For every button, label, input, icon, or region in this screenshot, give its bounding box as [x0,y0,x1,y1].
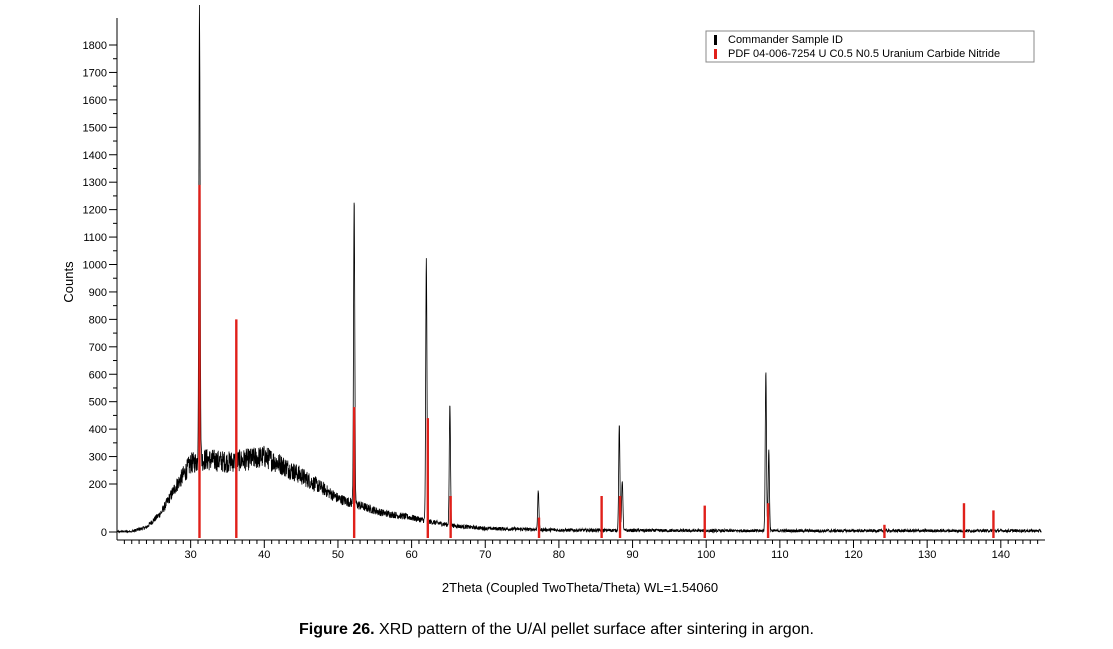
x-axis-ticks: 30 40 50 60 70 80 90 100 110 120 130 140 [123,540,1039,561]
y-tick-label: 800 [89,314,107,326]
x-tick-label: 130 [918,549,936,561]
y-tick-label: 200 [89,479,107,491]
y-tick-label: 1100 [83,232,107,244]
y-axis-ticks: 0 200 300 400 500 600 700 800 900 1000 1100 1200 130… [83,40,117,539]
legend-label-reference: PDF 04-006-7254 U C0.5 N0.5 Uranium Carb… [728,48,1000,60]
xrd-chart: 0 200 300 400 500 600 700 800 900 1000 1100 1200 130… [61,4,1045,595]
y-tick-label: 600 [89,369,107,381]
x-tick-label: 70 [479,549,491,561]
x-axis-title: 2Theta (Coupled TwoTheta/Theta) WL=1.540… [442,580,718,595]
x-tick-label: 140 [992,549,1010,561]
figure-caption: Figure 26. XRD pattern of the U/Al pelle… [0,621,1113,639]
y-tick-label: 300 [89,452,107,464]
x-tick-label: 80 [553,549,565,561]
y-axis-title: Counts [61,261,76,303]
figure-caption-label: Figure 26. [299,621,375,638]
x-tick-label: 50 [332,549,344,561]
x-tick-label: 30 [185,549,197,561]
x-tick-label: 100 [697,549,715,561]
y-tick-label: 400 [89,424,107,436]
y-tick-label: 500 [89,397,107,409]
y-tick-label: 700 [89,342,107,354]
y-tick-label: 1600 [83,95,107,107]
y-tick-label: 1200 [83,205,107,217]
legend-swatch-measured [714,35,717,45]
y-tick-label: 1400 [83,150,107,162]
x-tick-label: 40 [258,549,270,561]
y-tick-label: 1000 [83,260,107,272]
legend-box [705,30,1035,63]
plot-area [116,4,1042,538]
figure-caption-text: XRD pattern of the U/Al pellet surface a… [374,621,814,638]
y-tick-label: 0 [101,527,107,539]
x-tick-label: 90 [626,549,638,561]
x-tick-label: 120 [844,549,862,561]
y-tick-label: 900 [89,287,107,299]
measured-pattern-line [116,4,1042,534]
y-tick-label: 1800 [83,40,107,52]
y-tick-label: 1700 [83,67,107,79]
x-tick-label: 110 [771,549,789,561]
legend-swatch-reference [714,49,717,59]
y-tick-label: 1500 [83,122,107,134]
y-tick-label: 1300 [83,177,107,189]
x-tick-label: 60 [405,549,417,561]
legend-label-measured: Commander Sample ID [728,34,843,46]
legend: Commander Sample ID PDF 04-006-7254 U C0… [705,30,1035,63]
